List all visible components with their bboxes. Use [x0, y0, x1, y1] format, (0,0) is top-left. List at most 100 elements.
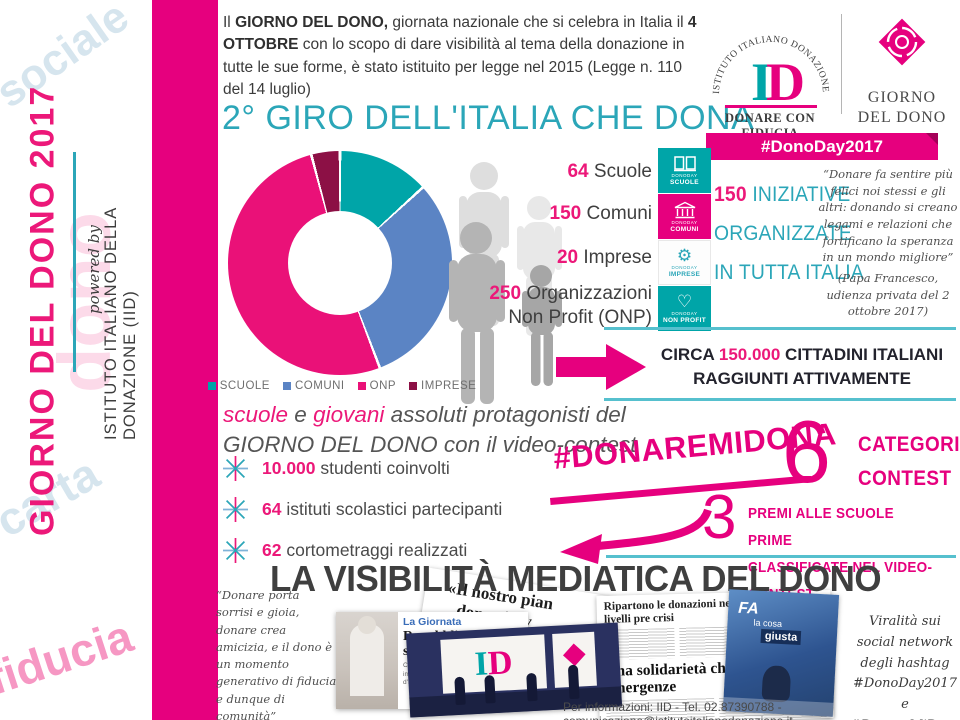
- bullet-num: 62: [262, 540, 282, 560]
- bullet-label: istituti scolastici partecipanti: [281, 499, 503, 519]
- reach-line2: RAGGIUNTI ATTIVAMENTE: [693, 368, 911, 388]
- protag-giovani: giovani: [313, 402, 385, 427]
- legend-swatch-imprese: [409, 382, 418, 390]
- divider-line: [604, 398, 956, 401]
- legend-item: COMUNI: [282, 380, 345, 392]
- stat-num: 20: [556, 247, 579, 268]
- stat-num: 250: [489, 283, 522, 304]
- tv1-person: [484, 675, 496, 704]
- badge-comuni: DONODAY COMUNI: [658, 194, 711, 239]
- badge-title: DONODAY: [671, 219, 698, 225]
- ribbon-fold: [926, 133, 938, 145]
- badge-label: IMPRESE: [668, 271, 701, 278]
- intro-paragraph: Il GIORNO DEL DONO, giornata nazionale c…: [223, 12, 701, 102]
- clip1-kicker: La Giornata: [403, 616, 462, 628]
- asterisk-icon: [223, 456, 248, 481]
- legend-item: SCUOLE: [207, 380, 270, 392]
- badge-label: COMUNI: [670, 225, 699, 233]
- event-title-vertical: GIORNO DEL DONO 2017: [23, 84, 62, 536]
- stat-label: Comuni: [581, 203, 652, 224]
- contest-line1: CATEGORIE: [858, 433, 960, 456]
- social-virality-note: Viralità sui social network degli hashta…: [850, 614, 960, 720]
- reach-pre: CIRCA: [660, 345, 719, 364]
- bank-icon: [674, 201, 695, 218]
- mattarella-quote-text: “Donare porta sorrisi e gioia, donare cr…: [216, 588, 340, 720]
- donoday-badge-strip: DONODAY SCUOLE DONODAY COMUNI ⚙ DONODAY …: [658, 148, 711, 331]
- tv2-line1: FA: [737, 599, 760, 618]
- tv2-person: [761, 665, 792, 703]
- gdd-line1: GIORNO: [867, 89, 937, 106]
- initiatives-text: INIZIATIVE: [746, 183, 851, 206]
- donut-chart: [228, 151, 452, 375]
- book-icon: [673, 156, 696, 172]
- bullet-cortometraggi: 62 cortometraggi realizzati: [222, 537, 467, 564]
- mattarella-quote: “Donare porta sorrisi e gioia, donare cr…: [216, 587, 340, 720]
- giorno-del-dono-logo-icon: [878, 18, 926, 66]
- legend-label: IMPRESE: [421, 380, 477, 392]
- section-title-giro: 2° GIRO DELL'ITALIA CHE DONA: [222, 99, 755, 137]
- initiatives-block: 150 INIZIATIVE ORGANIZZATE IN TUTTA ITAL…: [714, 176, 864, 293]
- stat-label: Scuole: [588, 161, 652, 182]
- pope-quote-attribution: (Papa Francesco, udienza privata del 2 o…: [826, 271, 950, 319]
- protagonists-statement: scuole e giovani assoluti protagonisti d…: [223, 400, 636, 459]
- donoday-ribbon: #DonoDay2017: [706, 133, 938, 160]
- stat-comuni: 150 Comuni: [457, 202, 652, 226]
- tv2-line3: giusta: [760, 628, 802, 646]
- pope-quote: “Donare fa sentire più felici noi stessi…: [818, 166, 958, 320]
- watermark-word: fiducia: [0, 609, 139, 705]
- protag-line2: GIORNO DEL DONO con il video-contest: [223, 431, 637, 457]
- contest-number: 6: [782, 402, 831, 501]
- badge-label: SCUOLE: [670, 179, 699, 186]
- badge-title: DONODAY: [671, 311, 698, 316]
- protag-scuole: scuole: [223, 402, 289, 427]
- curved-underline-arrow: [550, 476, 812, 564]
- legend-swatch-onp: [357, 382, 366, 390]
- initiatives-line3: IN TUTTA ITALIA: [714, 260, 864, 284]
- iid-monogram-d: D: [766, 52, 805, 112]
- chart-legend: SCUOLE COMUNI ONP IMPRESE: [207, 380, 476, 392]
- tv-still-fa-la-cosa-giusta: FA la cosa giusta: [722, 589, 840, 717]
- protag-text: assoluti protagonisti del: [384, 402, 626, 427]
- iid-monogram-i: I: [751, 52, 772, 112]
- bullet-istituti: 64 istituti scolastici partecipanti: [222, 496, 502, 523]
- reach-post: CITTADINI ITALIANI: [780, 345, 944, 364]
- protag-text: e: [288, 402, 314, 427]
- reach-num: 150.000: [718, 345, 781, 364]
- legend-label: ONP: [369, 380, 397, 392]
- badge-non-profit: ♡ DONODAY NON PROFIT: [658, 286, 711, 331]
- pope-photo: [336, 612, 398, 709]
- organization-name-vertical: ISTITUTO ITALIANO DELLA DONAZIONE (IID): [102, 207, 139, 440]
- logo-divider: [841, 14, 842, 114]
- giorno-del-dono-logo-text: GIORNO DEL DONO: [848, 88, 956, 128]
- badge-title: DONODAY: [671, 265, 698, 270]
- badge-scuole: DONODAY SCUOLE: [658, 148, 711, 193]
- donoday-hashtag: #DonoDay2017: [761, 136, 883, 156]
- stat-label: Imprese: [578, 247, 652, 268]
- intro-text: con lo scopo di dare visibilità al tema …: [223, 36, 685, 99]
- bullet-num: 10.000: [262, 458, 316, 478]
- badge-label: NON PROFIT: [662, 317, 707, 324]
- pope-quote-text: “Donare fa sentire più felici noi stessi…: [818, 167, 958, 265]
- prizes-number: 3: [702, 483, 737, 552]
- legend-label: SCUOLE: [219, 380, 270, 392]
- legend-item: ONP: [357, 380, 397, 392]
- footer-contact-info: Per informazioni: IID - Tel. 02.87390788…: [563, 700, 793, 720]
- legend-swatch-comuni: [282, 382, 291, 390]
- prizes-line1: PREMI ALLE SCUOLE PRIME: [748, 505, 894, 549]
- intro-bold-date: 4 OTTOBRE: [223, 14, 697, 54]
- gdd-line2: DEL DONO: [857, 109, 947, 126]
- divider-line: [606, 555, 956, 558]
- heart-icon: ♡: [676, 292, 693, 311]
- legend-item: IMPRESE: [409, 380, 476, 392]
- badge-title: DONODAY: [671, 173, 698, 178]
- right-arrow-icon: [556, 344, 646, 390]
- diamond-icon: [562, 643, 586, 667]
- intro-bold-event: GIORNO DEL DONO,: [235, 14, 389, 31]
- sidebar-accent-bar: [152, 0, 218, 720]
- contest-labels: CATEGORIE CONTEST: [858, 428, 960, 495]
- asterisk-icon: [223, 538, 248, 563]
- stat-num: 150: [549, 203, 582, 224]
- contest-line2: CONTEST: [858, 466, 952, 490]
- stat-onp: 250 Organizzazioni Non Profit (ONP): [457, 282, 652, 330]
- bullet-studenti: 10.000 studenti coinvolti: [222, 455, 450, 482]
